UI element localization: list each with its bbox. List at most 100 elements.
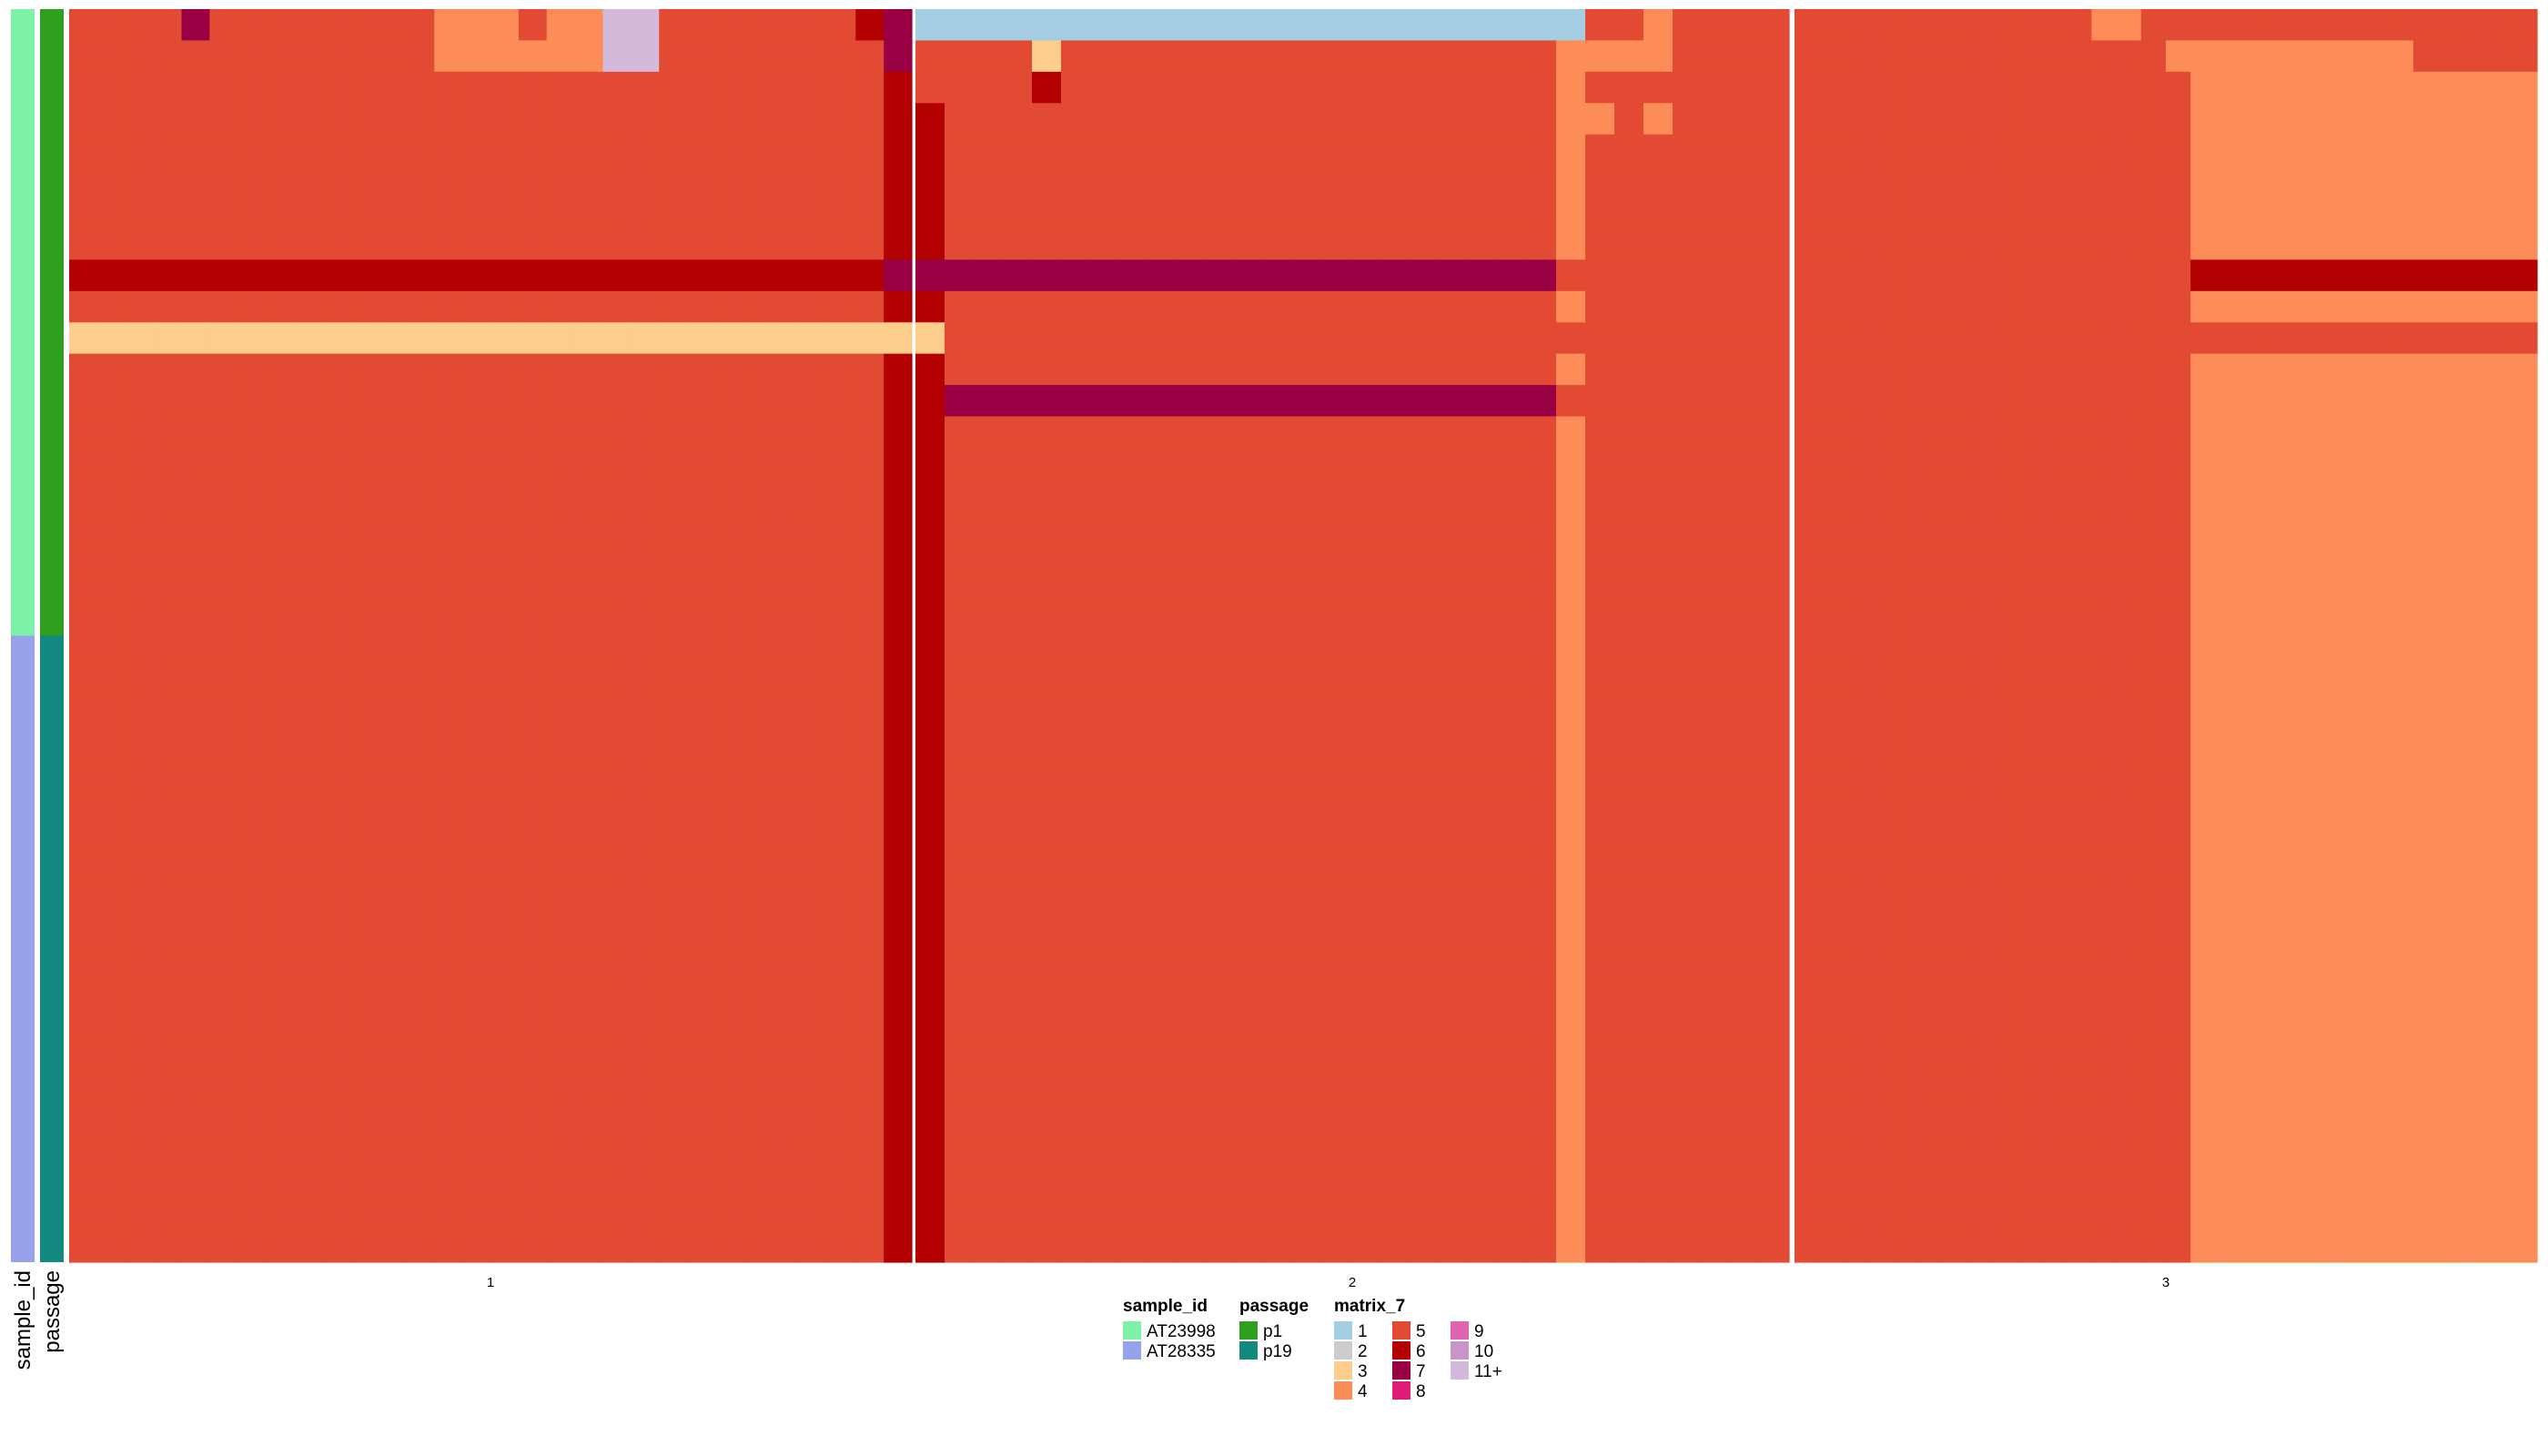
heatmap-cell — [1527, 1168, 1557, 1200]
heatmap-cell — [406, 729, 435, 762]
heatmap-cell — [96, 510, 126, 542]
heatmap-cell — [406, 228, 435, 260]
heatmap-cell — [1731, 416, 1761, 449]
heatmap-cell — [1090, 290, 1120, 323]
heatmap-cell — [1918, 761, 1944, 794]
heatmap-cell — [1323, 71, 1353, 104]
legend-title: matrix_7 — [1334, 1297, 1405, 1316]
heatmap-cell — [687, 854, 716, 887]
heatmap-cell — [2215, 666, 2241, 699]
heatmap-cell — [1178, 322, 1208, 355]
heatmap-cell — [1003, 1230, 1033, 1263]
heatmap-cell — [1731, 824, 1761, 856]
heatmap-cell — [1731, 572, 1761, 605]
heatmap-cell — [1236, 792, 1266, 824]
heatmap-cell — [2215, 729, 2241, 762]
heatmap-cell — [799, 729, 828, 762]
heatmap-cell — [1527, 1199, 1557, 1232]
heatmap-cell — [1992, 1074, 2018, 1107]
heatmap-cell — [687, 134, 716, 167]
heatmap-cell — [1643, 353, 1673, 386]
heatmap-cell — [1323, 729, 1353, 762]
heatmap-cell — [2462, 40, 2489, 73]
heatmap-cell — [574, 1043, 604, 1076]
heatmap-cell — [2388, 228, 2414, 260]
heatmap-cell — [1148, 259, 1178, 292]
heatmap-cell — [1556, 635, 1586, 668]
heatmap-cell — [2413, 197, 2439, 229]
heatmap-cell — [2140, 290, 2167, 323]
heatmap-cell — [1527, 698, 1557, 731]
heatmap-cell — [462, 824, 491, 856]
heatmap-cell — [434, 40, 463, 73]
heatmap-cell — [1868, 1230, 1895, 1263]
heatmap-cell — [1207, 510, 1237, 542]
heatmap-cell — [209, 416, 238, 449]
heatmap-cell — [96, 980, 126, 1013]
heatmap-cell — [659, 40, 688, 73]
heatmap-cell — [799, 166, 828, 198]
heatmap-cell — [2512, 510, 2538, 542]
heatmap-cell — [434, 479, 463, 511]
heatmap-cell — [1003, 322, 1033, 355]
heatmap-cell — [1410, 729, 1441, 762]
heatmap-cell — [687, 824, 716, 856]
heatmap-cell — [238, 103, 267, 136]
heatmap-cell — [2190, 385, 2216, 418]
heatmap-cell — [945, 1011, 975, 1044]
heatmap-cell — [915, 1074, 945, 1107]
heatmap-cell — [945, 729, 975, 762]
heatmap-cell — [2388, 635, 2414, 668]
heatmap-cell — [1943, 666, 1968, 699]
heatmap-cell — [1795, 1230, 1820, 1263]
heatmap-cell — [2017, 1043, 2043, 1076]
heatmap-cell — [1032, 1137, 1062, 1169]
heatmap-cell — [1844, 1168, 1870, 1200]
heatmap-cell — [1178, 792, 1208, 824]
heatmap-cell — [687, 71, 716, 104]
heatmap-cell — [1323, 134, 1353, 167]
heatmap-cell — [799, 197, 828, 229]
heatmap-cell — [2363, 885, 2390, 918]
heatmap-cell — [2487, 885, 2513, 918]
heatmap-cell — [181, 259, 210, 292]
heatmap-cell — [855, 9, 885, 42]
heatmap-cell — [1819, 604, 1845, 637]
heatmap-cell — [349, 259, 379, 292]
heatmap-cell — [153, 948, 183, 981]
heatmap-cell — [855, 980, 885, 1013]
heatmap-cell — [1148, 103, 1178, 136]
heatmap-cell — [1207, 948, 1237, 981]
heatmap-cell — [945, 166, 975, 198]
heatmap-cell — [1943, 572, 1968, 605]
heatmap-cell — [1178, 917, 1208, 950]
heatmap-cell — [1440, 572, 1470, 605]
heatmap-cell — [1844, 259, 1870, 292]
heatmap-cell — [2290, 40, 2315, 73]
heatmap-cell — [1003, 228, 1033, 260]
heatmap-cell — [2487, 1230, 2513, 1263]
heatmap-cell — [1556, 666, 1586, 699]
heatmap-cell — [238, 197, 267, 229]
heatmap-cell — [125, 980, 155, 1013]
heatmap-cell — [2339, 322, 2365, 355]
heatmap-cell — [1527, 447, 1557, 480]
heatmap-cell — [2017, 1199, 2043, 1232]
heatmap-cell — [349, 103, 379, 136]
heatmap-cell — [1527, 322, 1557, 355]
heatmap-cell — [462, 103, 491, 136]
heatmap-cell — [1090, 385, 1120, 418]
heatmap-cell — [1643, 572, 1673, 605]
heatmap-cell — [1893, 948, 1919, 981]
heatmap-cell — [1440, 824, 1470, 856]
heatmap-cell — [2438, 980, 2463, 1013]
heatmap-cell — [659, 1105, 688, 1138]
heatmap-cell — [321, 510, 351, 542]
heatmap-cell — [293, 228, 323, 260]
heatmap-cell — [1643, 103, 1673, 136]
heatmap-cell — [1119, 761, 1149, 794]
heatmap-cell — [631, 510, 660, 542]
heatmap-cell — [153, 447, 183, 480]
heatmap-cell — [1061, 134, 1091, 167]
heatmap-cell — [1090, 353, 1120, 386]
